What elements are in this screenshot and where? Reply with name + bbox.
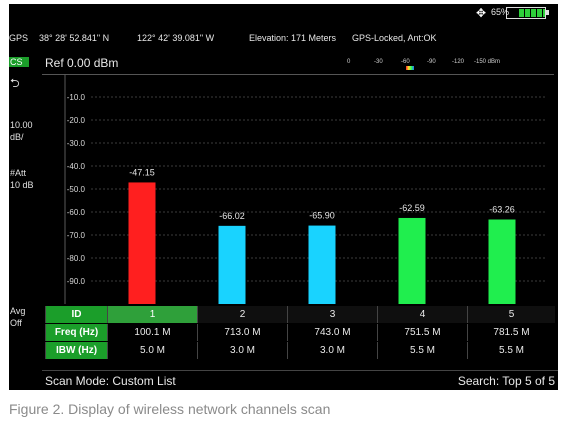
left-settings-panel: CS ⮌ 10.00 dB/ #Att 10 dB Avg Off	[9, 56, 42, 386]
channel-power-bar-chart: -10.0 -20.0 -30.0 -40.0 -50.0 -60.0 -70.0 -80.0…	[64, 74, 547, 304]
y-tick-label: -80.0	[67, 254, 86, 263]
top-status-bar: ✥ 65%	[9, 4, 558, 22]
y-tick-label: -10.0	[67, 93, 86, 102]
table-ibw-cell: 3.0 M	[287, 342, 377, 359]
gps-elevation: Elevation: 171 Meters	[249, 33, 337, 43]
table-id-cell[interactable]: 3	[287, 306, 377, 323]
y-tick-label: -60.0	[67, 208, 86, 217]
y-tick-label: -40.0	[67, 162, 86, 171]
y-tick-label: -20.0	[67, 116, 86, 125]
table-ibw-cell: 3.0 M	[197, 342, 287, 359]
scroll-icon: ⮌	[10, 76, 20, 90]
bar-channel-2[interactable]	[218, 225, 246, 304]
bar-value-label: -66.02	[219, 211, 245, 221]
table-freq-cell: 781.5 M	[467, 324, 555, 341]
bar-value-label: -63.26	[489, 204, 515, 214]
y-tick-label: -90.0	[67, 277, 86, 286]
gps-longitude: 122° 42' 39.081" W	[137, 33, 215, 43]
table-id-cell[interactable]: 1	[107, 306, 197, 323]
bar-value-label: -65.90	[309, 211, 335, 221]
table-id-cell[interactable]: 5	[467, 306, 555, 323]
mini-tick-4: -120	[452, 59, 465, 65]
y-tick-label: -70.0	[67, 231, 86, 240]
att-value: 10 dB	[10, 180, 34, 190]
scale-unit: dB/	[10, 132, 24, 142]
gps-latitude: 38° 28' 52.841" N	[39, 33, 110, 43]
table-freq-cell: 743.0 M	[287, 324, 377, 341]
mini-tick-3: -90	[427, 59, 436, 65]
table-freq-cell: 751.5 M	[377, 324, 467, 341]
bar-channel-5[interactable]	[488, 219, 516, 304]
mini-spectrum-strip	[366, 58, 521, 72]
table-header-id: ID	[45, 306, 107, 323]
table-ibw-cell: 5.5 M	[377, 342, 467, 359]
table-ibw-cell: 5.0 M	[107, 342, 197, 359]
mini-tick-0: 0	[347, 59, 351, 65]
mini-tick-5: -150 dBm	[474, 59, 501, 65]
bar-value-label: -47.15	[129, 167, 155, 177]
reference-level-panel: Ref 0.00 dBm	[42, 52, 554, 75]
y-tick-label: -30.0	[67, 139, 86, 148]
table-row-freq: Freq (Hz) 100.1 M 713.0 M 743.0 M 751.5 …	[45, 324, 555, 341]
bar-value-label: -62.59	[399, 203, 425, 213]
bar-channel-1[interactable]	[128, 182, 156, 304]
mode-indicator[interactable]: CS	[9, 57, 29, 67]
att-label: #Att	[10, 168, 27, 178]
bottom-status-bar: Scan Mode: Custom List Search: Top 5 of …	[42, 370, 558, 390]
table-freq-cell: 713.0 M	[197, 324, 287, 341]
gps-status: GPS-Locked, Ant:OK	[352, 33, 437, 43]
table-ibw-cell: 5.5 M	[467, 342, 555, 359]
table-header-ibw: IBW (Hz)	[45, 342, 107, 359]
search-status[interactable]: Search: Top 5 of 5	[457, 374, 555, 388]
table-id-cell[interactable]: 2	[197, 306, 287, 323]
battery-tip	[546, 10, 549, 15]
avg-label: Avg	[10, 306, 26, 316]
bar-channel-3[interactable]	[308, 225, 336, 304]
bar-channel-4[interactable]	[398, 217, 426, 304]
scale-value: 10.00	[10, 120, 33, 130]
table-id-cell[interactable]: 4	[377, 306, 467, 323]
mini-tick-1: -30	[374, 59, 383, 65]
battery-icon	[506, 7, 546, 19]
table-row-ibw: IBW (Hz) 5.0 M 3.0 M 3.0 M 5.5 M 5.5 M	[45, 342, 555, 359]
table-freq-cell: 100.1 M	[107, 324, 197, 341]
instrument-screen: ✥ 65% GPS 38° 28' 52.841" N 122° 42' 39.…	[9, 4, 558, 390]
scan-mode[interactable]: Scan Mode: Custom List	[45, 374, 176, 388]
y-tick-label: -50.0	[67, 185, 86, 194]
mini-tick-2: -60	[401, 59, 410, 65]
battery-percent: 65%	[491, 7, 510, 17]
gps-antenna-icon: ✥	[476, 6, 487, 20]
figure-caption: Figure 2. Display of wireless network ch…	[9, 401, 331, 417]
gps-label: GPS	[9, 33, 29, 43]
table-row-id: ID 1 2 3 4 5	[45, 306, 555, 323]
table-header-freq: Freq (Hz)	[45, 324, 107, 341]
avg-value: Off	[10, 318, 22, 328]
reference-level: Ref 0.00 dBm	[45, 56, 119, 70]
